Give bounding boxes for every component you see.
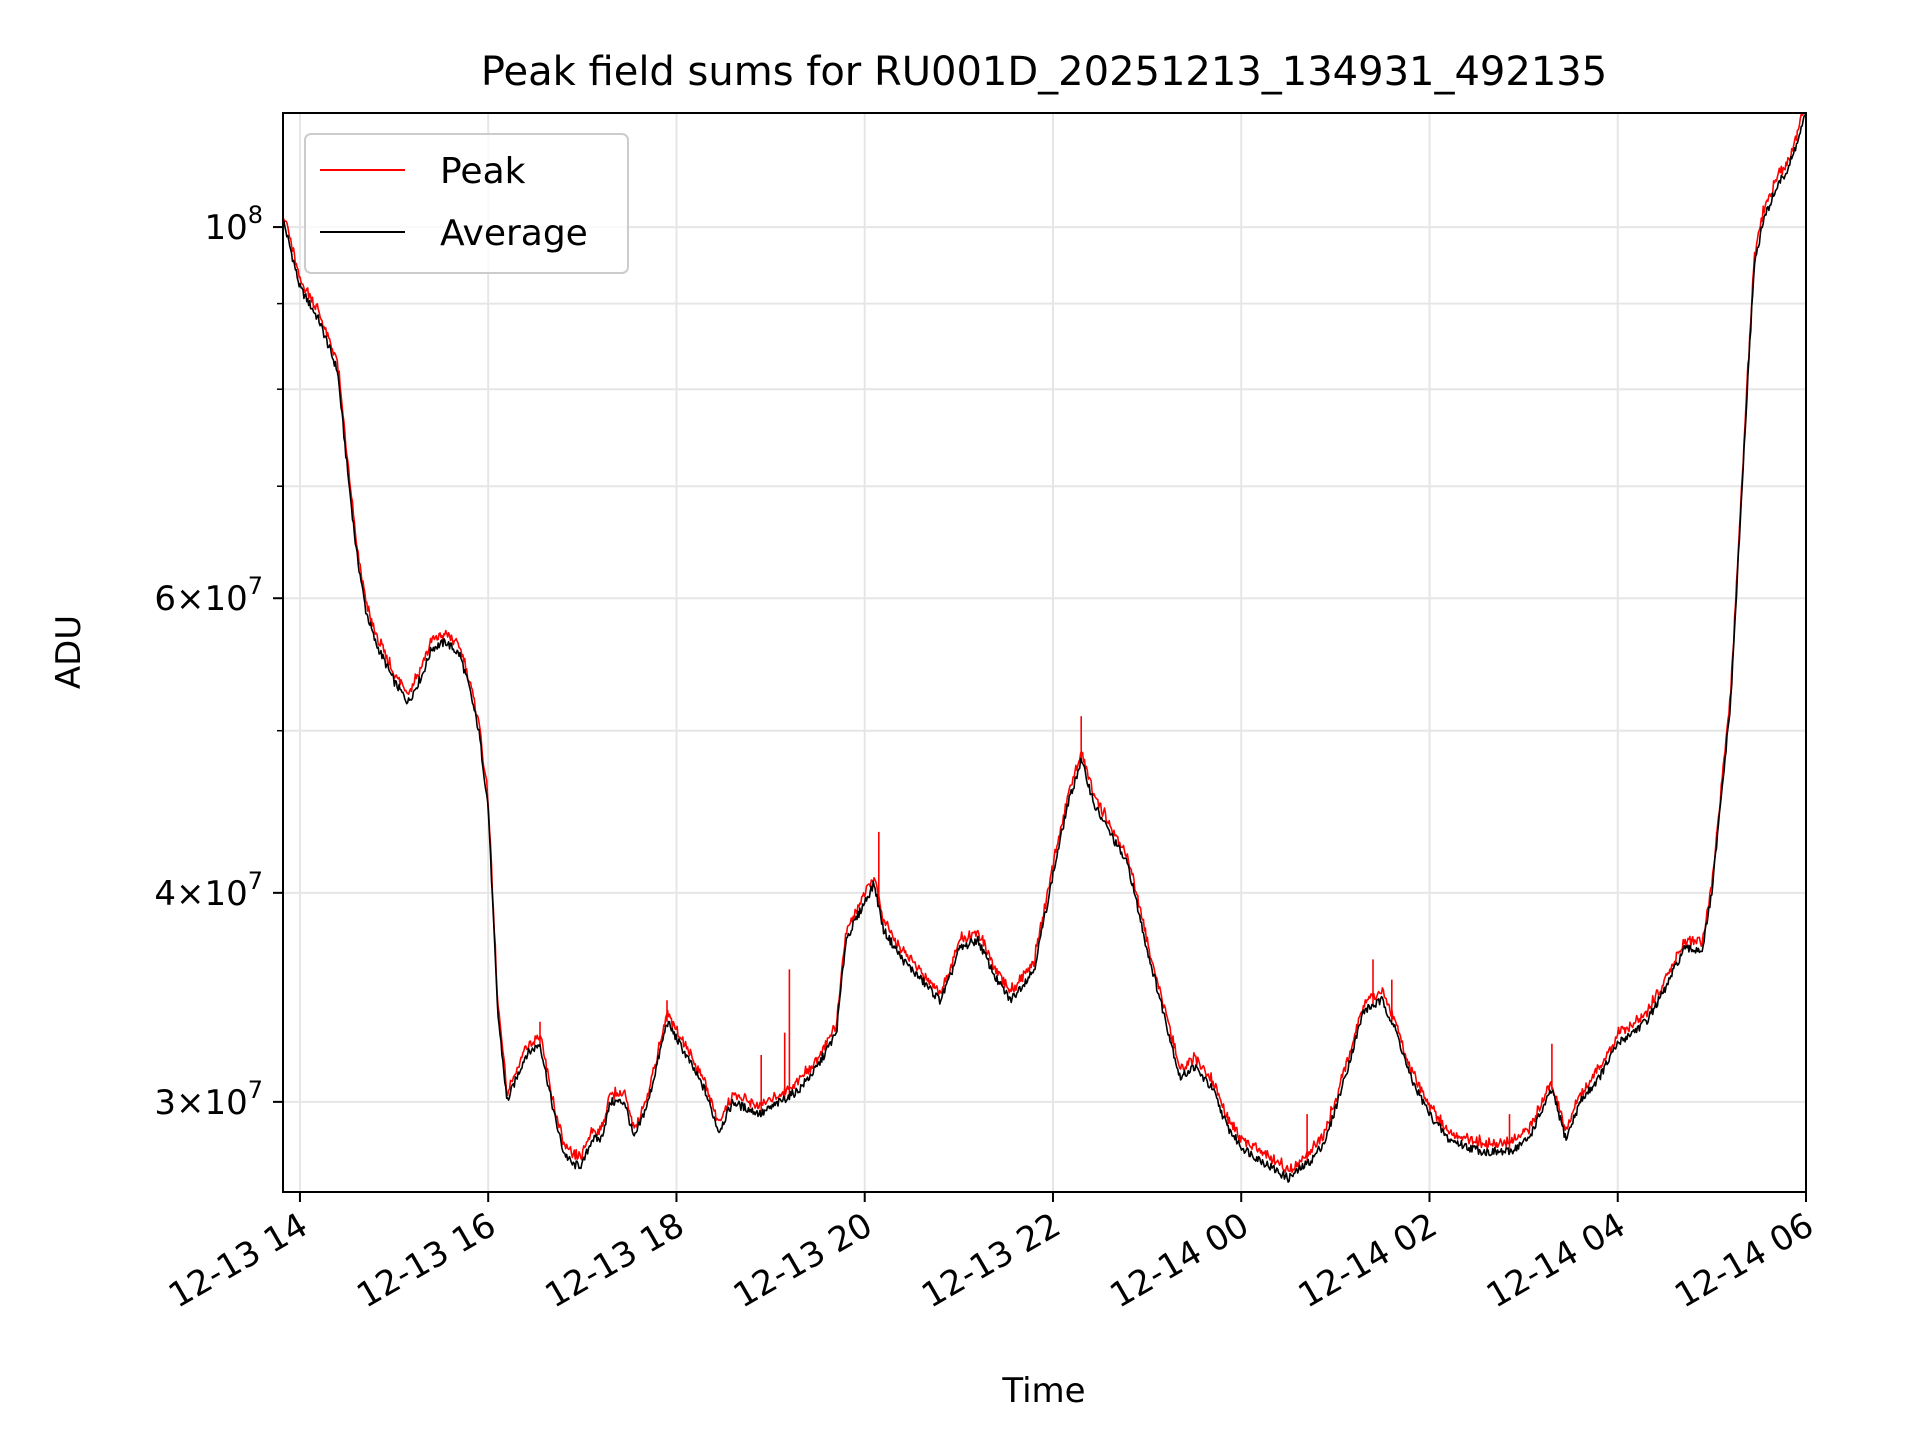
x-axis-label: Time (1001, 1371, 1085, 1411)
series-line-peak (283, 113, 1805, 1174)
y-tick-label: 3×107 (154, 1076, 263, 1123)
legend-label-peak: Peak (440, 151, 526, 192)
y-tick-label: 6×107 (154, 572, 263, 619)
y-axis: 3×107 4×107 6×107 108 (154, 201, 283, 1123)
legend: Peak Average (304, 133, 629, 274)
y-tick-label: 4×107 (154, 867, 263, 914)
y-tick-label: 108 (204, 201, 263, 248)
legend-label-average: Average (440, 213, 588, 254)
plot-frame (282, 112, 1807, 1193)
legend-box (304, 133, 629, 274)
series-line-average (283, 113, 1806, 1183)
chart-title: Peak field sums for RU001D_20251213_1349… (481, 49, 1607, 95)
y-axis-label: ADU (49, 615, 89, 689)
series-layer (283, 113, 1806, 1183)
